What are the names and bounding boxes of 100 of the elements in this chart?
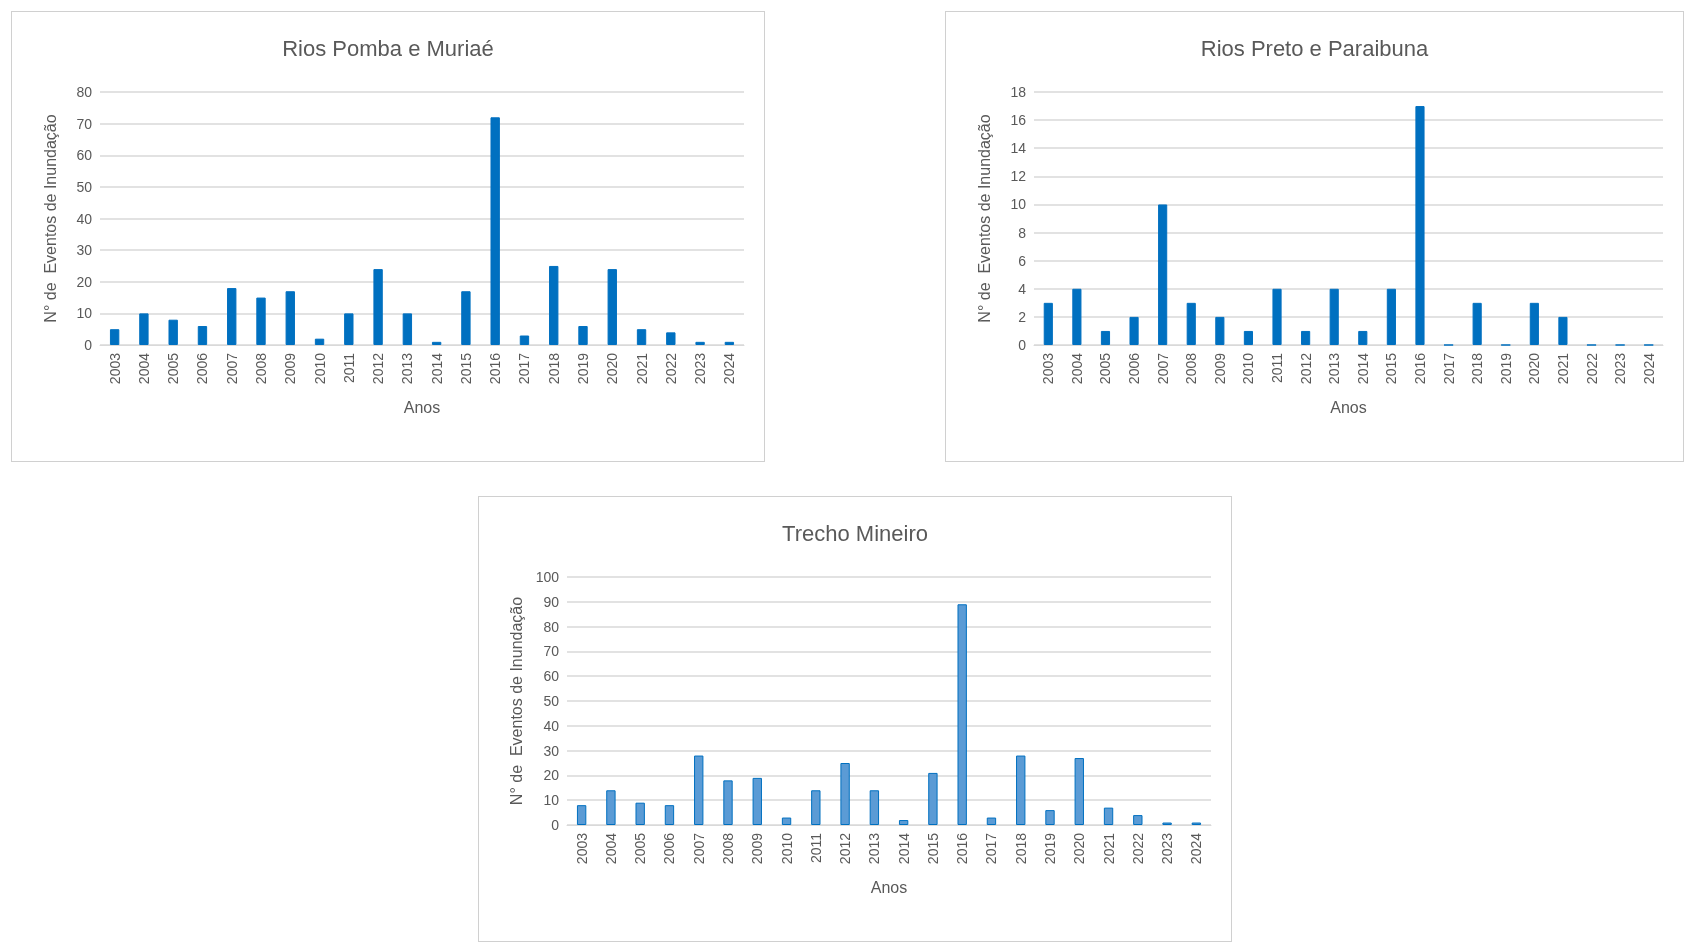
chart-title: Rios Preto e Paraibuna	[1200, 35, 1429, 61]
bar	[1186, 302, 1196, 345]
x-tick-label: 2023	[1159, 832, 1176, 865]
y-tick-label: 80	[543, 618, 560, 635]
x-tick-label: 2019	[1497, 352, 1514, 385]
y-tick-label: 0	[551, 817, 560, 833]
x-tick-label: 2013	[1326, 352, 1343, 385]
x-tick-label: 2009	[1211, 352, 1228, 385]
bar	[724, 341, 735, 345]
y-tick-label: 10	[543, 792, 560, 809]
x-tick-label: 2017	[983, 832, 1000, 865]
y-tick-label: 60	[543, 668, 560, 685]
bar	[664, 805, 675, 825]
x-tick-label: 2011	[1269, 352, 1286, 384]
bar	[752, 777, 762, 825]
x-tick-label: 2006	[661, 832, 678, 865]
bar	[285, 291, 295, 345]
x-axis-title: Anos	[403, 398, 441, 416]
x-tick-label: 2020	[1071, 832, 1088, 865]
y-tick-label: 6	[1018, 252, 1027, 269]
bar	[227, 288, 237, 345]
bar	[1243, 330, 1254, 345]
x-tick-label: 2017	[1440, 352, 1457, 385]
x-axis-title: Anos	[1330, 398, 1367, 416]
x-tick-label: 2022	[1129, 832, 1146, 865]
x-tick-label: 2024	[1188, 832, 1205, 865]
bar	[1358, 330, 1368, 345]
bar	[840, 763, 850, 825]
y-tick-label: 40	[543, 717, 560, 734]
x-tick-label: 2021	[1100, 832, 1117, 865]
x-tick-label: 2007	[223, 352, 240, 385]
bar	[695, 341, 705, 345]
bar	[1100, 330, 1111, 345]
x-tick-label: 2005	[165, 352, 182, 385]
x-tick-label: 2021	[1554, 352, 1571, 385]
bar	[461, 291, 471, 345]
x-tick-label: 2010	[1240, 352, 1257, 385]
x-tick-label: 2018	[1469, 352, 1486, 385]
y-tick-label: 16	[1010, 112, 1027, 129]
x-tick-label: 2020	[604, 352, 621, 385]
y-tick-label: 50	[543, 693, 560, 709]
x-tick-label: 2014	[895, 832, 912, 865]
x-tick-label: 2005	[1097, 352, 1114, 385]
bar	[636, 329, 647, 345]
x-tick-label: 2017	[516, 352, 533, 385]
bar	[576, 805, 587, 825]
x-tick-label: 2004	[1068, 352, 1085, 385]
x-tick-label: 2003	[106, 352, 123, 385]
y-tick-label: 40	[76, 210, 93, 227]
bar	[578, 326, 588, 345]
x-tick-label: 2019	[1042, 832, 1058, 865]
x-tick-label: 2012	[1297, 352, 1314, 385]
x-tick-label: 2018	[545, 352, 562, 385]
x-tick-label: 2006	[1126, 352, 1143, 385]
x-tick-label: 2023	[1612, 352, 1629, 385]
bar	[1074, 758, 1084, 825]
bar	[928, 772, 938, 825]
x-tick-label: 2016	[487, 352, 504, 385]
y-tick-label: 10	[76, 305, 93, 322]
x-tick-label: 2014	[1354, 352, 1371, 385]
bar	[723, 780, 733, 825]
x-tick-label: 2020	[1526, 352, 1543, 385]
bar	[1158, 204, 1168, 345]
y-tick-label: 14	[1010, 140, 1027, 157]
bar	[1016, 755, 1026, 825]
bar	[431, 341, 442, 345]
bar	[1103, 807, 1114, 825]
x-tick-label: 2008	[720, 832, 736, 865]
bar	[139, 313, 149, 345]
x-tick-label: 2013	[399, 352, 416, 385]
bar	[1072, 288, 1082, 345]
bar	[168, 319, 178, 345]
y-tick-label: 20	[543, 767, 560, 784]
x-tick-label: 2014	[428, 352, 445, 385]
x-tick-label: 2012	[837, 832, 854, 865]
x-tick-label: 2016	[1411, 352, 1428, 385]
bar	[1301, 330, 1311, 345]
bar	[666, 332, 676, 345]
x-tick-label: 2008	[1183, 352, 1200, 385]
y-tick-label: 70	[76, 115, 93, 132]
y-axis-title: N° de Eventos de Inundação	[41, 114, 59, 323]
chart-title: Trecho Mineiro	[782, 520, 928, 546]
x-tick-label: 2010	[311, 352, 328, 385]
bar	[109, 329, 120, 345]
bar	[314, 338, 325, 345]
y-tick-label: 80	[76, 84, 93, 100]
bar	[373, 269, 383, 345]
x-tick-label: 2022	[662, 352, 679, 385]
y-tick-label: 20	[76, 273, 93, 290]
bar	[606, 790, 616, 825]
x-tick-label: 2008	[253, 352, 269, 385]
y-tick-label: 30	[543, 742, 560, 759]
x-tick-label: 2015	[1383, 352, 1400, 385]
x-tick-label: 2011	[807, 832, 824, 864]
y-tick-label: 10	[1010, 196, 1027, 213]
bar	[1133, 815, 1143, 825]
y-tick-label: 18	[1010, 84, 1027, 100]
x-tick-label: 2016	[954, 832, 971, 865]
bar	[869, 790, 880, 825]
x-tick-label: 2015	[924, 832, 941, 865]
